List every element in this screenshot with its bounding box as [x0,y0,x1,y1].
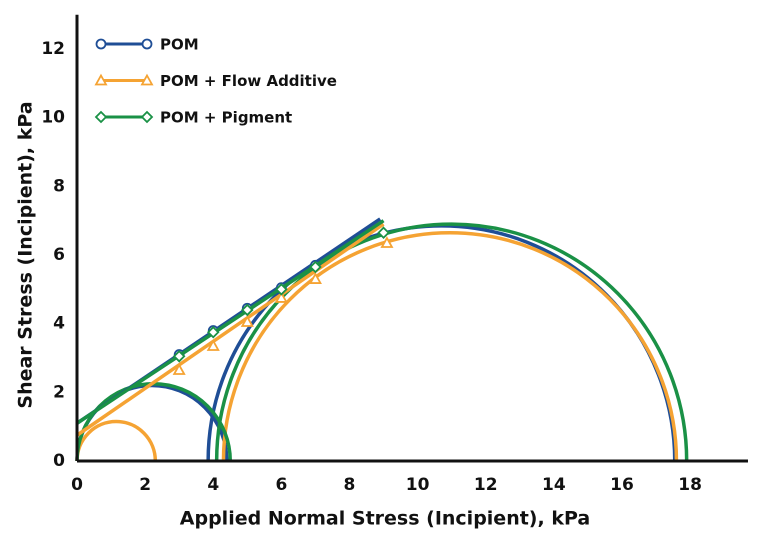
data-point [308,272,322,284]
data-point [380,236,394,248]
mohr-circle [75,419,158,462]
data-point [309,260,322,274]
data-point [172,363,186,375]
legend-marker [140,110,154,124]
y-tick-label: 4 [53,314,65,334]
x-tick-label: 18 [678,475,702,495]
data-point [206,325,220,339]
data-point [172,350,186,363]
x-tick-label: 8 [344,475,356,495]
x-tick-label: 16 [610,475,634,495]
y-tick-label: 0 [53,451,65,471]
x-tick-label: 10 [406,475,430,495]
mohr-circle [206,224,677,462]
legend-marker [94,110,108,124]
y-axis-label: Shear Stress (Incipient), kPa [15,101,37,408]
legend-label: POM + Pigment [160,109,292,127]
legend-marker [140,73,154,86]
y-tick-label: 10 [41,108,65,128]
data-point [274,291,288,303]
x-tick-label: 0 [71,475,83,495]
yield-locus [76,219,385,425]
data-point [240,315,254,327]
mohr-circle [214,222,689,462]
data-point [206,339,220,351]
x-tick-label: 14 [542,475,566,495]
x-axis-label: Applied Normal Stress (Incipient), kPa [180,508,590,530]
y-tick-label: 6 [53,245,65,265]
y-tick-label: 8 [53,176,65,196]
mohr-circle [221,231,679,462]
x-tick-label: 12 [474,475,498,495]
legend-label: POM [160,36,199,54]
y-tick-label: 12 [41,39,65,59]
legend-marker [95,38,107,50]
yield-locus [76,222,385,437]
data-point [275,283,288,296]
legend-label: POM + Flow Additive [160,72,337,90]
legend-marker [94,73,108,86]
x-tick-label: 4 [207,475,219,495]
data-point [241,303,254,317]
x-tick-label: 2 [139,475,151,495]
y-tick-label: 2 [53,382,65,402]
data-point [377,226,390,239]
x-tick-label: 6 [275,475,287,495]
legend-marker [141,38,153,50]
